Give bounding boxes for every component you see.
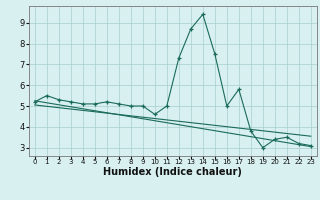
X-axis label: Humidex (Indice chaleur): Humidex (Indice chaleur) [103,167,242,177]
